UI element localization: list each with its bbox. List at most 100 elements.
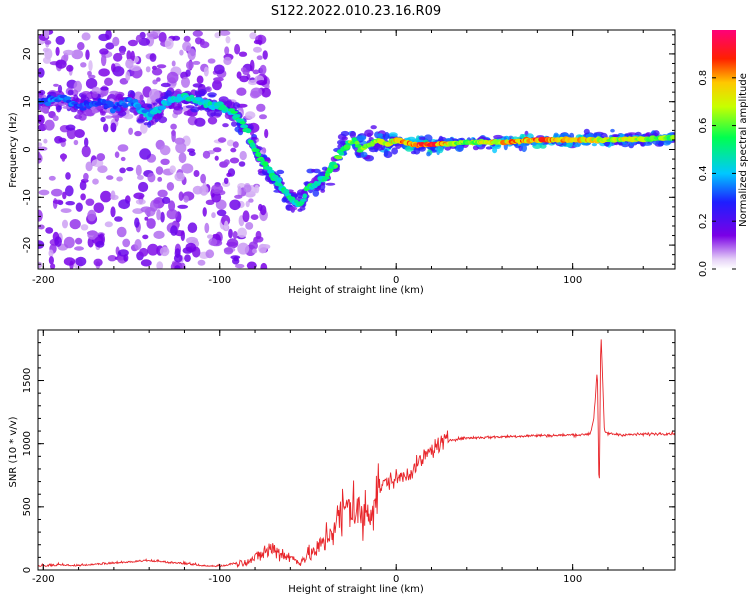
heatmap-cell <box>87 230 98 240</box>
heatmap-cell <box>50 263 56 269</box>
heatmap-cell <box>232 231 238 239</box>
heatmap-cell <box>249 59 255 72</box>
snr-frame <box>37 329 676 571</box>
x-tick-label: -100 <box>208 275 231 286</box>
heatmap-cell <box>77 42 85 51</box>
heatmap-cell <box>80 62 87 68</box>
heatmap-cell <box>38 261 43 269</box>
heatmap-cell <box>188 151 196 157</box>
heatmap-cell <box>116 107 121 112</box>
heatmap-cell <box>413 147 421 155</box>
heatmap-cell <box>183 35 191 43</box>
heatmap-cell <box>139 148 152 160</box>
heatmap-cell <box>229 157 240 164</box>
heatmap-cell <box>239 150 247 161</box>
heatmap-cell <box>224 46 230 55</box>
heatmap-cell <box>81 32 91 41</box>
heatmap-cell <box>252 69 260 75</box>
heatmap-cell <box>165 90 173 97</box>
heatmap-cell <box>239 75 249 83</box>
heatmap-cell <box>128 127 134 135</box>
heatmap-cell <box>211 212 216 219</box>
heatmap-cell <box>642 142 652 146</box>
colorbar-label: Normalized spectral amplitude <box>738 73 749 227</box>
heatmap-cell <box>229 199 241 211</box>
heatmap-cell <box>174 172 185 182</box>
heatmap-cell <box>80 93 87 101</box>
heatmap-cell <box>245 128 252 134</box>
heatmap-cell <box>174 88 182 96</box>
heatmap-cell <box>156 77 161 82</box>
heatmap-cell <box>170 225 178 236</box>
heatmap-cell <box>239 121 246 125</box>
heatmap-cells <box>38 30 675 269</box>
heatmap-cell <box>65 185 74 197</box>
heatmap-cell <box>153 199 161 204</box>
heatmap-cell <box>92 178 99 185</box>
heatmap-cell <box>125 58 134 69</box>
heatmap-cell <box>152 79 158 85</box>
heatmap-cell <box>205 249 215 259</box>
heatmap-cell <box>85 198 95 206</box>
heatmap-cell <box>117 144 129 152</box>
heatmap-cell <box>85 161 93 172</box>
heatmap-cell <box>243 184 252 193</box>
heatmap-cell <box>101 54 107 67</box>
heatmap-cell <box>152 102 158 106</box>
heatmap-cell <box>255 151 262 157</box>
heatmap-cell <box>123 113 134 120</box>
colorbar: 0.0 0.2 0.4 0.6 0.8 Normalized spectral ampl… <box>698 30 749 277</box>
heatmap-cell <box>100 116 106 123</box>
heatmap-cell <box>161 196 171 204</box>
heatmap-cell <box>120 156 126 162</box>
heatmap-cell <box>65 124 76 131</box>
heatmap-cell <box>260 262 268 269</box>
heatmap-cell <box>212 79 222 91</box>
heatmap-cell <box>134 239 142 251</box>
heatmap-cell <box>151 113 162 120</box>
heatmap-cell <box>261 87 271 98</box>
heatmap-cell <box>170 123 177 130</box>
heatmap-cell <box>100 86 109 91</box>
heatmap-cell <box>159 246 170 257</box>
heatmap-cell <box>147 103 153 108</box>
heatmap-cell <box>45 227 54 234</box>
heatmap-cell <box>130 50 135 62</box>
heatmap-cell <box>144 216 149 221</box>
heatmap-cell <box>223 159 230 166</box>
heatmap-cell <box>233 256 239 262</box>
heatmap-cell <box>42 56 51 64</box>
heatmap-cell <box>146 218 156 229</box>
heatmap-cell <box>426 151 431 157</box>
heatmap-cell <box>55 35 65 45</box>
heatmap-cell <box>250 87 263 98</box>
heatmap-cell <box>184 254 191 262</box>
heatmap-cell <box>216 209 227 217</box>
heatmap-cell <box>192 185 203 195</box>
heatmap-cell <box>521 144 527 153</box>
heatmap-cell <box>203 66 209 77</box>
heatmap-cell <box>211 184 224 195</box>
heatmap-cell <box>300 198 307 202</box>
heatmap-cell <box>388 132 398 138</box>
heatmap-cell <box>391 147 398 155</box>
heatmap-cell <box>61 153 66 162</box>
heatmap-x-label: Height of straight line (km) <box>288 285 424 296</box>
heatmap-cell <box>179 49 184 56</box>
heatmap-cell <box>235 263 245 269</box>
heatmap-cell <box>168 200 176 212</box>
snr-panel: -200 -100 0 100 0 500 1000 1500 Height of stra… <box>8 329 676 595</box>
heatmap-cell <box>182 41 192 52</box>
heatmap-cell <box>171 60 176 67</box>
heatmap-cell <box>104 77 113 87</box>
heatmap-cell <box>212 147 222 153</box>
heatmap-cell <box>192 83 203 88</box>
heatmap-cell <box>39 106 49 113</box>
heatmap-cell <box>151 67 163 76</box>
heatmap-cell <box>139 247 149 257</box>
heatmap-cell <box>113 52 123 62</box>
heatmap-cell <box>166 182 175 191</box>
heatmap-cell <box>140 122 148 134</box>
heatmap-cell <box>136 118 145 123</box>
